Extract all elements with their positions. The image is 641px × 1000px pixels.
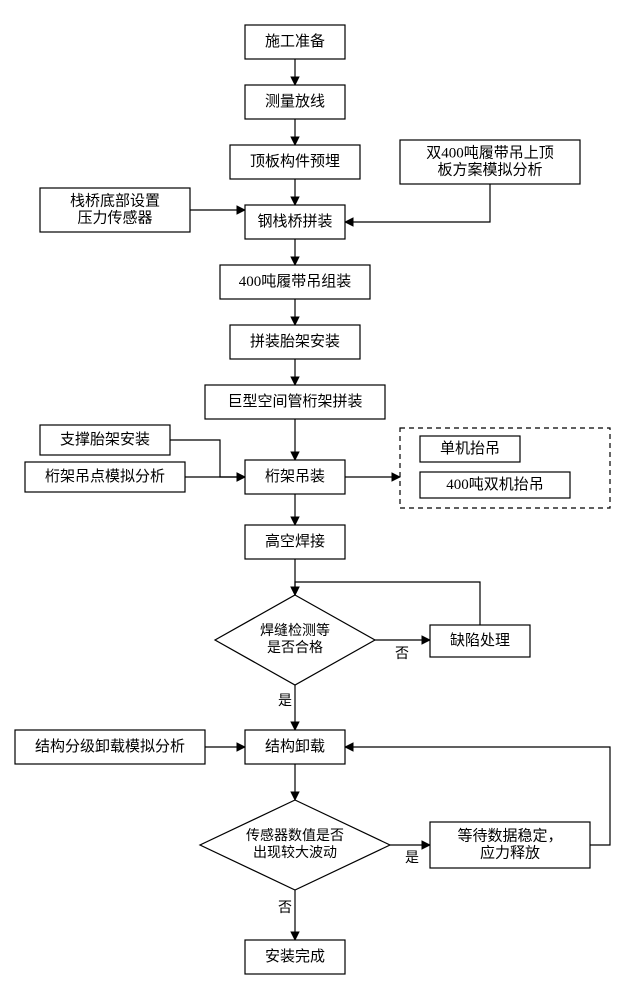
svg-text:顶板构件预埋: 顶板构件预埋: [250, 152, 340, 170]
svg-text:板方案模拟分析: 板方案模拟分析: [437, 161, 542, 179]
node-n8L2: 桁架吊点模拟分析: [25, 462, 185, 492]
node-d2: 传感器数值是否出现较大波动: [200, 800, 390, 890]
svg-text:高空焊接: 高空焊接: [265, 533, 325, 550]
node-n4R: 双400吨履带吊上顶板方案模拟分析: [400, 140, 580, 184]
svg-text:等待数据稳定，: 等待数据稳定，: [457, 827, 562, 845]
svg-text:400吨履带吊组装: 400吨履带吊组装: [239, 273, 352, 290]
node-n13: 安装完成: [245, 940, 345, 974]
edge-14: 否: [375, 640, 430, 662]
edge-19: 是: [390, 845, 430, 866]
svg-text:是: 是: [405, 851, 419, 866]
node-n1: 施工准备: [245, 25, 345, 59]
node-n12: 等待数据稳定，应力释放: [430, 822, 590, 868]
svg-text:否: 否: [395, 647, 409, 662]
svg-text:巨型空间管桁架拼装: 巨型空间管桁架拼装: [227, 393, 362, 410]
node-n3: 顶板构件预埋: [230, 145, 360, 179]
node-n8: 桁架吊装: [245, 460, 345, 494]
svg-text:栈桥底部设置: 栈桥底部设置: [70, 193, 160, 210]
svg-text:钢栈桥拼装: 钢栈桥拼装: [257, 213, 332, 230]
svg-text:焊缝检测等: 焊缝检测等: [260, 622, 330, 639]
svg-text:施工准备: 施工准备: [265, 33, 325, 50]
svg-text:拼装胎架安装: 拼装胎架安装: [250, 333, 340, 350]
node-n2: 测量放线: [245, 85, 345, 119]
svg-text:传感器数值是否: 传感器数值是否: [246, 827, 344, 844]
svg-text:结构分级卸载模拟分析: 结构分级卸载模拟分析: [35, 738, 185, 755]
node-n4: 钢栈桥拼装: [245, 205, 345, 239]
edge-21: 否: [278, 890, 295, 940]
svg-text:缺陷处理: 缺陷处理: [450, 632, 510, 649]
edge-16: 是: [278, 685, 295, 730]
edge-4: [345, 184, 490, 222]
node-n5: 400吨履带吊组装: [220, 265, 370, 299]
svg-text:结构卸载: 结构卸载: [265, 738, 325, 755]
node-n11L: 结构分级卸载模拟分析: [15, 730, 205, 764]
node-n7: 巨型空间管桁架拼装: [205, 385, 385, 419]
svg-text:安装完成: 安装完成: [265, 948, 325, 965]
svg-text:支撑胎架安装: 支撑胎架安装: [60, 431, 150, 448]
node-n8R2: 400吨双机抬吊: [420, 472, 570, 498]
svg-text:单机抬吊: 单机抬吊: [440, 440, 500, 457]
svg-text:是: 是: [278, 694, 292, 709]
node-n6: 拼装胎架安装: [230, 325, 360, 359]
node-n4L: 栈桥底部设置压力传感器: [40, 188, 190, 232]
svg-text:400吨双机抬吊: 400吨双机抬吊: [446, 476, 544, 493]
node-n8L1: 支撑胎架安装: [40, 425, 170, 455]
svg-text:测量放线: 测量放线: [265, 93, 325, 110]
node-n11: 结构卸载: [245, 730, 345, 764]
svg-text:桁架吊装: 桁架吊装: [265, 468, 325, 485]
svg-text:是否合格: 是否合格: [267, 640, 323, 656]
svg-text:双400吨履带吊上顶: 双400吨履带吊上顶: [426, 145, 554, 162]
svg-text:桁架吊点模拟分析: 桁架吊点模拟分析: [45, 468, 165, 485]
svg-text:压力传感器: 压力传感器: [77, 210, 152, 227]
svg-text:应力释放: 应力释放: [480, 844, 540, 862]
node-n8R1: 单机抬吊: [420, 436, 520, 462]
svg-text:出现较大波动: 出现较大波动: [253, 845, 337, 861]
node-n10: 缺陷处理: [430, 625, 530, 657]
node-d1: 焊缝检测等是否合格: [215, 595, 375, 685]
node-n9: 高空焊接: [245, 525, 345, 559]
svg-text:否: 否: [278, 901, 292, 916]
